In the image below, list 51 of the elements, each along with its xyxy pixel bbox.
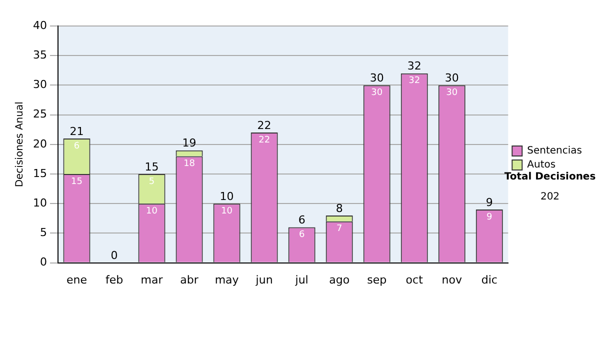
x-tick-label: may <box>214 273 240 286</box>
x-tick-label: feb <box>105 273 124 286</box>
total-label: 21 <box>70 124 84 138</box>
data-label: 15 <box>71 176 82 187</box>
total-label: 6 <box>298 214 306 227</box>
total-label: 9 <box>486 196 493 209</box>
x-tick-label: nov <box>442 273 462 286</box>
y-tick-label: 20 <box>32 137 47 150</box>
data-label: 22 <box>258 135 270 146</box>
y-tick-label: 10 <box>32 196 47 210</box>
x-tick-label: ene <box>66 273 88 286</box>
y-tick-label: 5 <box>40 226 47 240</box>
data-label: 5 <box>148 176 155 187</box>
legend-label: Sentencias <box>527 146 582 157</box>
total-label: 30 <box>444 72 459 85</box>
data-label: 10 <box>221 206 233 216</box>
y-tick-label: 30 <box>32 78 47 92</box>
data-label: 6 <box>74 141 80 152</box>
data-label: 30 <box>371 88 383 98</box>
legend-label: Autos <box>527 160 556 171</box>
data-label: 10 <box>146 206 158 216</box>
data-label: 32 <box>408 76 420 86</box>
data-label: 7 <box>336 224 342 234</box>
data-label: 6 <box>298 230 305 240</box>
x-tick-label: ago <box>329 273 350 286</box>
total-label: 22 <box>257 118 272 132</box>
x-tick-label: sep <box>367 273 387 286</box>
y-tick-label: 40 <box>32 18 47 32</box>
total-label: 0 <box>110 249 118 262</box>
x-tick-label: abr <box>180 273 199 286</box>
x-tick-label: oct <box>406 273 424 286</box>
x-tick-label: jun <box>254 273 273 286</box>
x-tick-label: dic <box>481 273 498 286</box>
annotation: Total Decisiones <box>504 172 596 183</box>
y-axis-title: Decisiones Anual <box>14 102 26 188</box>
data-label: 18 <box>184 159 196 170</box>
total-label: 32 <box>407 60 422 73</box>
total-label: 8 <box>336 202 343 215</box>
y-tick-label: 0 <box>40 256 47 269</box>
y-tick-label: 25 <box>32 108 47 121</box>
total-label: 19 <box>182 136 196 150</box>
x-tick-label: mar <box>140 273 164 286</box>
total-label: 30 <box>370 72 384 85</box>
total-label: 10 <box>220 190 234 203</box>
y-tick-label: 35 <box>32 48 47 62</box>
text: 202 <box>540 192 560 203</box>
total-label: 15 <box>144 160 159 174</box>
x-tick-label: jul <box>294 273 308 286</box>
y-tick-label: 15 <box>32 166 47 180</box>
data-label: 30 <box>446 88 458 98</box>
data-label: 9 <box>486 212 493 222</box>
